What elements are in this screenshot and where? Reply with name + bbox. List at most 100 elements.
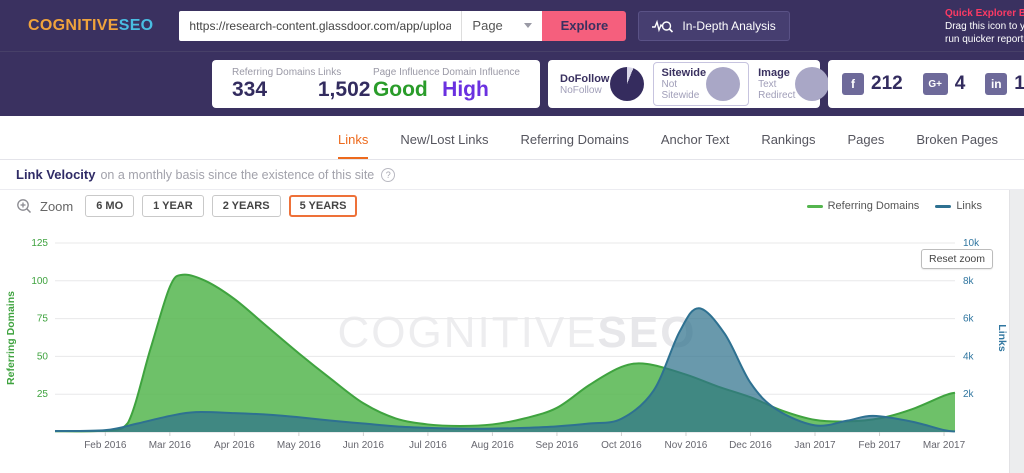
link-type-title: Image (758, 67, 790, 79)
top-bar: COGNITIVESEO Page Explore In-Depth Analy… (0, 0, 1024, 52)
metric-referring-domains: Referring Domains 334 (232, 67, 315, 101)
x-tick-label: Jan 2017 (794, 440, 836, 451)
logo-secondary: SEO (118, 16, 154, 34)
link-type-text: DoFollow NoFollow (560, 73, 610, 96)
tab-referring-domains[interactable]: Referring Domains (520, 132, 629, 147)
y-left-tick-label: 25 (37, 389, 49, 400)
logo-primary: COGNITIVE (28, 16, 119, 34)
legend-swatch (806, 204, 823, 208)
google-plus-icon: G+ (922, 73, 948, 95)
x-tick-label: May 2016 (277, 440, 321, 451)
analysis-wave-magnifier-icon (652, 19, 674, 33)
chevron-down-icon (524, 23, 533, 28)
section-title: Link Velocity (16, 167, 96, 182)
link-type-sub: Not Sitewide (661, 79, 700, 101)
reset-zoom-button[interactable]: Reset zoom (921, 249, 994, 269)
zoom-magnifier-icon (17, 199, 32, 214)
legend-label: Referring Domains (827, 200, 920, 212)
zoom-range-buttons: 6 MO 1 YEAR 2 YEARS 5 YEARS (85, 195, 358, 217)
link-type-image[interactable]: Image Text Redirect (749, 62, 838, 106)
x-tick-label: Oct 2016 (601, 440, 642, 451)
metric-value: High (442, 78, 489, 101)
y-right-tick-label: 10k (963, 238, 980, 249)
y-right-tick-label: 8k (963, 276, 975, 287)
link-type-sub: NoFollow (560, 84, 602, 96)
metric-value: 1,502 (317, 78, 371, 101)
zoom-label: Zoom (40, 198, 74, 214)
x-tick-label: Mar 2017 (923, 440, 966, 451)
metric-label: Links (317, 67, 342, 78)
url-input[interactable] (179, 10, 462, 41)
x-tick-label: Feb 2017 (858, 440, 901, 451)
x-tick-label: Jun 2016 (343, 440, 385, 451)
tab-links[interactable]: Links (338, 132, 369, 159)
x-tick-label: Apr 2016 (214, 440, 255, 451)
stats-bar: Referring Domains 334 Links 1,502 Page Influ… (0, 52, 1024, 116)
chart-watermark: COGNITIVESEO (338, 308, 697, 357)
y-left-tick-label: 100 (31, 276, 48, 287)
metric-page-influence: Page Influence Good (373, 67, 440, 101)
section-subtitle: on a monthly basis since the existence o… (100, 167, 375, 182)
legend-item-links[interactable]: Links (935, 200, 982, 212)
bookmarklet-line2: run quicker reports. (945, 34, 1024, 45)
link-type-sub: Text (758, 79, 777, 90)
cognitiveseo-logo[interactable]: COGNITIVESEO (28, 17, 153, 35)
report-tabs: Links New/Lost Links Referring Domains Anch… (0, 116, 1024, 160)
help-icon[interactable]: ? (381, 167, 396, 182)
social-count-facebook: f 212 (842, 73, 903, 95)
bookmarklet-line1: Drag this icon to your (945, 21, 1024, 32)
series-area-links (55, 308, 955, 432)
link-type-sitewide[interactable]: Sitewide Not Sitewide (652, 62, 750, 106)
explore-button[interactable]: Explore (542, 10, 627, 41)
y-left-tick-label: 50 (37, 351, 49, 362)
link-type-dofollow[interactable]: DoFollow NoFollow (551, 62, 653, 106)
metrics-card: Referring Domains 334 Links 1,502 Page Influ… (212, 60, 540, 108)
tab-rankings[interactable]: Rankings (761, 132, 816, 147)
metric-label: Page Influence (372, 67, 440, 78)
pie-chart-icon (795, 67, 830, 101)
in-depth-analysis-button[interactable]: In-Depth Analysis (638, 10, 790, 41)
in-depth-analysis-label: In-Depth Analysis (682, 18, 776, 33)
chart-legend: Referring Domains Links (806, 200, 982, 212)
social-counts-card: f 212 G+ 4 in 1 (828, 60, 1024, 108)
legend-swatch (935, 204, 952, 208)
social-count-value: 212 (871, 73, 903, 94)
zoom-5-years-button[interactable]: 5 YEARS (288, 195, 358, 217)
quick-explorer-bookmarklet[interactable]: Quick Explorer Bookmarklet Drag this ico… (945, 7, 1024, 46)
tab-broken-pages[interactable]: Broken Pages (916, 132, 999, 147)
pie-chart-icon (706, 67, 741, 101)
series-line-links (54, 307, 956, 433)
legend-label: Links (956, 200, 982, 212)
social-count-google-plus: G+ 4 (922, 73, 966, 95)
legend-item-referring-domains[interactable]: Referring Domains (806, 200, 920, 212)
link-type-text: Image Text Redirect (758, 67, 795, 101)
link-type-title: Sitewide (661, 67, 707, 79)
linkedin-icon: in (985, 73, 1008, 95)
social-count-linkedin: in 1 (985, 73, 1024, 95)
x-tick-label: Mar 2016 (149, 440, 192, 451)
tab-anchor-text[interactable]: Anchor Text (660, 132, 730, 147)
y-right-tick-label: 4k (963, 351, 975, 362)
social-count-value: 1 (1014, 73, 1024, 94)
link-velocity-chart[interactable]: COGNITIVESEO 25 2k 50 4k 75 6k 100 8k 125 10k Feb 2… (0, 222, 1024, 473)
link-type-text: Sitewide Not Sitewide (662, 67, 707, 101)
pie-chart-icon (609, 67, 644, 101)
metric-value: Good (372, 78, 428, 101)
facebook-icon: f (842, 73, 864, 95)
zoom-6-mo-button[interactable]: 6 MO (85, 195, 135, 217)
tab-pages[interactable]: Pages (847, 132, 885, 147)
zoom-2-years-button[interactable]: 2 YEARS (211, 195, 281, 217)
x-tick-label: Jul 2016 (409, 440, 447, 451)
page-right-gutter (1009, 190, 1024, 473)
zoom-1-year-button[interactable]: 1 YEAR (142, 195, 204, 217)
chart-canvas[interactable]: COGNITIVESEO 25 2k 50 4k 75 6k 100 8k 125 10k Feb 2… (0, 222, 1008, 473)
social-count-value: 4 (954, 73, 966, 94)
link-type-title: DoFollow (560, 72, 610, 85)
scope-dropdown[interactable]: Page (461, 10, 543, 41)
metric-value: 334 (232, 78, 268, 101)
scope-dropdown-value: Page (472, 18, 503, 33)
y-right-axis-title: Links (996, 324, 1008, 352)
tab-new-lost-links[interactable]: New/Lost Links (400, 132, 489, 147)
metric-label: Domain Influence (442, 67, 520, 78)
x-tick-label: Dec 2016 (729, 440, 772, 451)
